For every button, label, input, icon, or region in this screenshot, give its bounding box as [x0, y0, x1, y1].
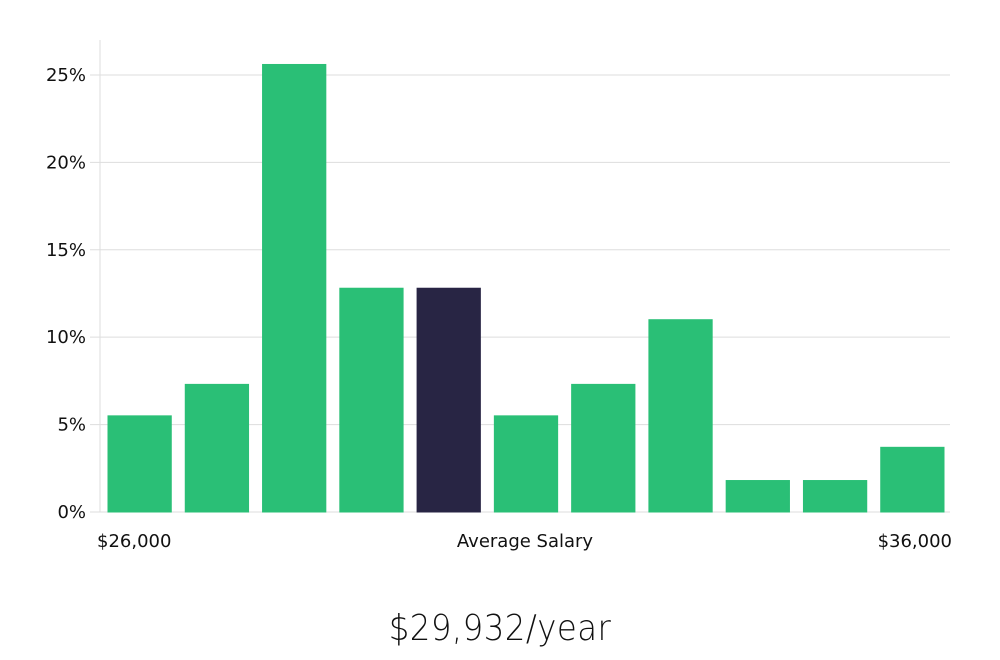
y-tick-label: 5%: [57, 415, 86, 436]
bar-bin-11: [880, 446, 945, 513]
x-range-end-label: $36,000: [878, 531, 952, 552]
y-tick-label: 0%: [57, 502, 86, 523]
bar-bin-7: [571, 383, 636, 513]
salary-histogram-chart: 0% 5% 10% 15% 20% 25% $26,000 Average Salary …: [46, 40, 952, 552]
bar-bin-4: [339, 287, 404, 513]
bar-highlight-bin-5: [416, 287, 481, 513]
bar-bin-8: [648, 319, 713, 513]
bar-bin-1: [107, 415, 172, 513]
bar-bin-3: [262, 63, 327, 513]
average-salary-value: $29,932/year: [388, 608, 612, 649]
x-axis-labels: $26,000 Average Salary $36,000: [97, 531, 952, 552]
y-tick-label: 15%: [46, 240, 86, 261]
bar-bin-2: [184, 383, 250, 513]
x-range-start-label: $26,000: [97, 531, 171, 552]
bars: [107, 63, 945, 513]
y-tick-label: 20%: [46, 152, 86, 173]
bar-bin-10: [802, 480, 868, 513]
y-tick-label: 10%: [46, 327, 86, 348]
bar-bin-9: [725, 480, 790, 513]
y-tick-labels: 0% 5% 10% 15% 20% 25%: [46, 65, 86, 523]
bar-bin-6: [493, 415, 559, 513]
y-tick-label: 25%: [46, 65, 86, 86]
x-axis-title: Average Salary: [457, 531, 594, 552]
